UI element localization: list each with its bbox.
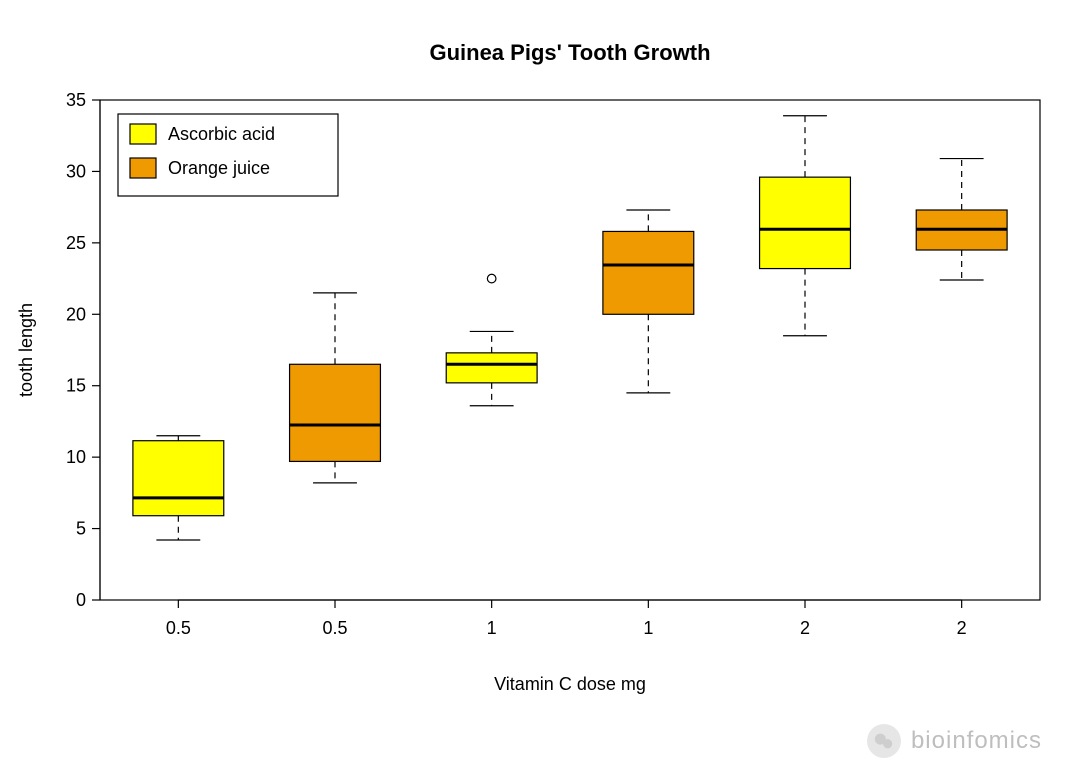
legend-label: Ascorbic acid <box>168 124 275 144</box>
y-tick-label: 10 <box>66 447 86 467</box>
legend-swatch <box>130 158 156 178</box>
watermark-text: bioinfomics <box>911 727 1042 755</box>
box-1 <box>133 436 224 540</box>
box-4 <box>603 210 694 393</box>
box-5 <box>760 116 851 336</box>
y-tick-label: 20 <box>66 304 86 324</box>
x-axis-label: Vitamin C dose mg <box>494 674 646 694</box>
wechat-icon <box>867 724 901 758</box>
y-axis-label: tooth length <box>16 303 36 397</box>
chart-title: Guinea Pigs' Tooth Growth <box>429 40 710 65</box>
x-tick-label: 2 <box>957 618 967 638</box>
y-tick-label: 5 <box>76 519 86 539</box>
x-tick-label: 0.5 <box>322 618 347 638</box>
boxplot-chart: Guinea Pigs' Tooth Growth 0 5 10 15 20 25 30 35 t… <box>0 0 1080 772</box>
y-tick-label: 0 <box>76 590 86 610</box>
box-6 <box>916 159 1007 280</box>
legend-label: Orange juice <box>168 158 270 178</box>
x-tick-label: 1 <box>487 618 497 638</box>
y-tick-label: 25 <box>66 233 86 253</box>
y-tick-label: 30 <box>66 161 86 181</box>
watermark: bioinfomics <box>867 724 1042 758</box>
y-tick-label: 35 <box>66 90 86 110</box>
outlier <box>487 274 496 283</box>
box-3 <box>446 274 537 405</box>
x-tick-label: 0.5 <box>166 618 191 638</box>
x-tick-label: 1 <box>643 618 653 638</box>
legend-swatch <box>130 124 156 144</box>
y-tick-label: 15 <box>66 376 86 396</box>
x-tick-label: 2 <box>800 618 810 638</box>
box-2 <box>290 293 381 483</box>
